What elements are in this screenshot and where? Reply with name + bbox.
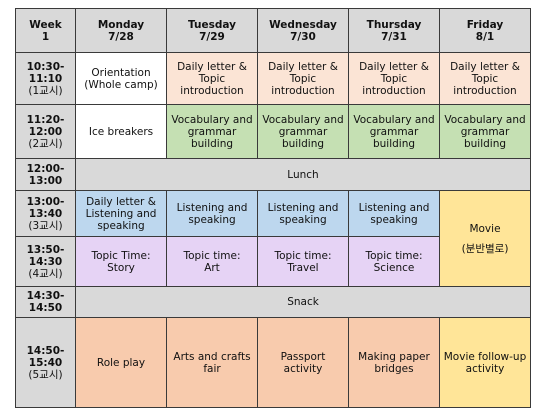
time-cell-period-2: 11:20- 12:00 (2교시) <box>15 104 76 159</box>
cell-thu-p1: Daily letter & Topic introduction <box>348 52 440 105</box>
period-4-row: 13:50- 14:30 (4교시) Topic Time: Story Topic… <box>15 236 531 287</box>
cell-mon-p4: Topic Time: Story <box>75 236 167 287</box>
cell-tue-p2: Vocabulary and grammar building <box>166 104 258 159</box>
cell-tue-p5: Arts and crafts fair <box>166 317 258 408</box>
cell-tue-p1: Daily letter & Topic introduction <box>166 52 258 105</box>
movie-cell: Movie (분반별로) <box>439 190 531 287</box>
cell-thu-p2: Vocabulary and grammar building <box>348 104 440 159</box>
movie-title: Movie <box>469 222 501 235</box>
time-cell-period-3: 13:00- 13:40 (3교시) <box>15 190 76 237</box>
cell-wed-p3: Listening and speaking <box>257 190 349 237</box>
cell-wed-p1: Daily letter & Topic introduction <box>257 52 349 105</box>
time-cell-period-1: 10:30- 11:10 (1교시) <box>15 52 76 105</box>
movie-subtitle: (분반별로) <box>461 242 509 255</box>
period-3-row: 13:00- 13:40 (3교시) Daily letter & Listenin… <box>15 190 531 287</box>
cell-wed-p5: Passport activity <box>257 317 349 408</box>
cell-wed-p2: Vocabulary and grammar building <box>257 104 349 159</box>
period-2-row: 11:20- 12:00 (2교시) Ice breakers Vocabulary… <box>15 104 531 159</box>
period-1-row: 10:30- 11:10 (1교시) Orientation (Whole camp… <box>15 52 531 105</box>
cell-thu-p4: Topic time: Science <box>348 236 440 287</box>
time-cell-period-5: 14:50- 15:40 (5교시) <box>15 317 76 408</box>
day-header-wednesday: Wednesday 7/30 <box>257 8 349 53</box>
cell-mon-p1: Orientation (Whole camp) <box>75 52 167 105</box>
cell-mon-p2: Ice breakers <box>75 104 167 159</box>
time-cell-snack: 14:30- 14:50 <box>15 286 76 318</box>
snack-row: 14:30- 14:50 Snack <box>15 286 531 318</box>
weekly-schedule-table: Week 1 Monday 7/28 Tuesday 7/29 Wednesday 7/… <box>15 8 531 408</box>
cell-tue-p4: Topic time: Art <box>166 236 258 287</box>
cell-fri-p5: Movie follow-up activity <box>439 317 531 408</box>
cell-fri-p1: Daily letter & Topic introduction <box>439 52 531 105</box>
lunch-cell: Lunch <box>75 158 531 191</box>
cell-fri-p2: Vocabulary and grammar building <box>439 104 531 159</box>
cell-mon-p3: Daily letter & Listening and speaking <box>75 190 167 237</box>
time-cell-lunch: 12:00- 13:00 <box>15 158 76 191</box>
header-row: Week 1 Monday 7/28 Tuesday 7/29 Wednesday 7/… <box>15 8 531 53</box>
day-header-tuesday: Tuesday 7/29 <box>166 8 258 53</box>
day-header-friday: Friday 8/1 <box>439 8 531 53</box>
cell-thu-p5: Making paper bridges <box>348 317 440 408</box>
snack-cell: Snack <box>75 286 531 318</box>
cell-mon-p5: Role play <box>75 317 167 408</box>
day-header-monday: Monday 7/28 <box>75 8 167 53</box>
day-header-thursday: Thursday 7/31 <box>348 8 440 53</box>
lunch-row: 12:00- 13:00 Lunch <box>15 158 531 191</box>
time-cell-period-4: 13:50- 14:30 (4교시) <box>15 236 76 287</box>
cell-wed-p4: Topic time: Travel <box>257 236 349 287</box>
period-5-row: 14:50- 15:40 (5교시) Role play Arts and craf… <box>15 317 531 408</box>
week-label: Week 1 <box>15 8 76 53</box>
cell-thu-p3: Listening and speaking <box>348 190 440 237</box>
cell-tue-p3: Listening and speaking <box>166 190 258 237</box>
